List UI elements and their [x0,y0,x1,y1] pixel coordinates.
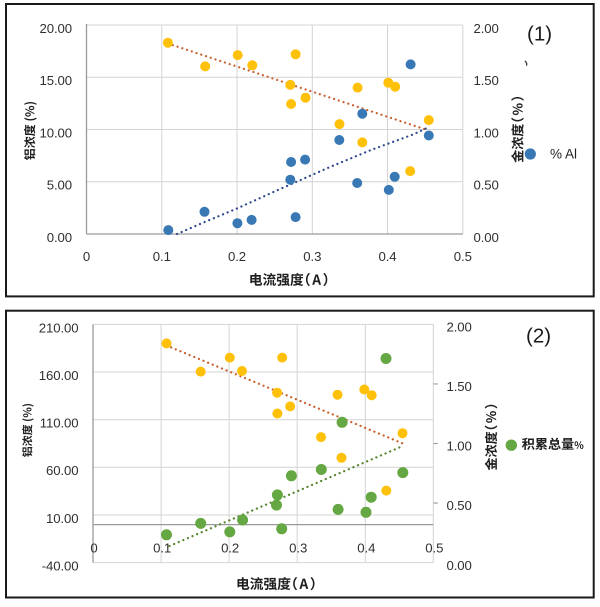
svg-text:10.00: 10.00 [39,125,72,140]
svg-text:15.00: 15.00 [39,73,72,88]
svg-text:2.00: 2.00 [447,320,472,335]
svg-text:0.3: 0.3 [303,249,321,264]
svg-text:110.00: 110.00 [40,416,79,431]
svg-text:60.00: 60.00 [46,463,79,478]
svg-text:1.50: 1.50 [447,379,472,394]
svg-text:(1): (1) [527,23,552,46]
svg-text:1.50: 1.50 [474,73,499,88]
svg-text:5.00: 5.00 [47,178,72,193]
svg-text:0: 0 [83,249,90,264]
svg-text:0.4: 0.4 [378,249,396,264]
svg-text:1.00: 1.00 [447,439,472,454]
svg-text:20.00: 20.00 [39,21,72,36]
svg-text:0.5: 0.5 [454,249,472,264]
svg-text:2.00: 2.00 [474,21,499,36]
svg-text:% Al: % Al [550,147,577,162]
svg-text:-40.00: -40.00 [42,559,79,574]
svg-text:0: 0 [90,540,97,555]
svg-text:0.2: 0.2 [228,249,246,264]
svg-text:0.1: 0.1 [153,249,171,264]
svg-text:0.00: 0.00 [47,230,72,245]
svg-text:0.00: 0.00 [474,230,499,245]
svg-text:0.00: 0.00 [447,558,472,573]
svg-text:(2): (2) [526,325,551,348]
svg-text:0.50: 0.50 [474,178,499,193]
svg-text:10.00: 10.00 [46,511,79,526]
svg-text:0.4: 0.4 [357,540,375,555]
svg-text:210.00: 210.00 [39,320,79,335]
svg-text:0.1: 0.1 [153,540,171,555]
svg-text:0.50: 0.50 [447,498,472,513]
svg-text:0.3: 0.3 [289,540,307,555]
svg-text:160.00: 160.00 [39,368,79,383]
svg-text:0.5: 0.5 [425,540,443,555]
svg-text:1.00: 1.00 [474,125,499,140]
svg-text:0.2: 0.2 [221,540,239,555]
